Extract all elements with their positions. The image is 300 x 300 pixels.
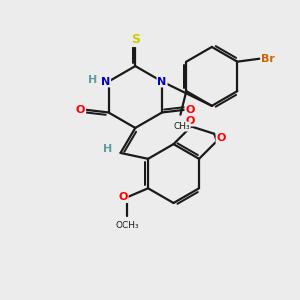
Text: OCH₃: OCH₃ bbox=[116, 221, 139, 230]
Text: Br: Br bbox=[261, 54, 275, 64]
Text: CH₃: CH₃ bbox=[174, 122, 190, 131]
Text: O: O bbox=[217, 133, 226, 143]
Text: O: O bbox=[118, 192, 128, 202]
Text: S: S bbox=[131, 33, 140, 46]
Text: O: O bbox=[185, 104, 195, 115]
Text: O: O bbox=[76, 104, 85, 115]
Text: O: O bbox=[185, 116, 194, 126]
Text: H: H bbox=[103, 143, 112, 154]
Text: N: N bbox=[158, 76, 167, 86]
Text: N: N bbox=[101, 76, 110, 86]
Text: H: H bbox=[88, 75, 97, 85]
